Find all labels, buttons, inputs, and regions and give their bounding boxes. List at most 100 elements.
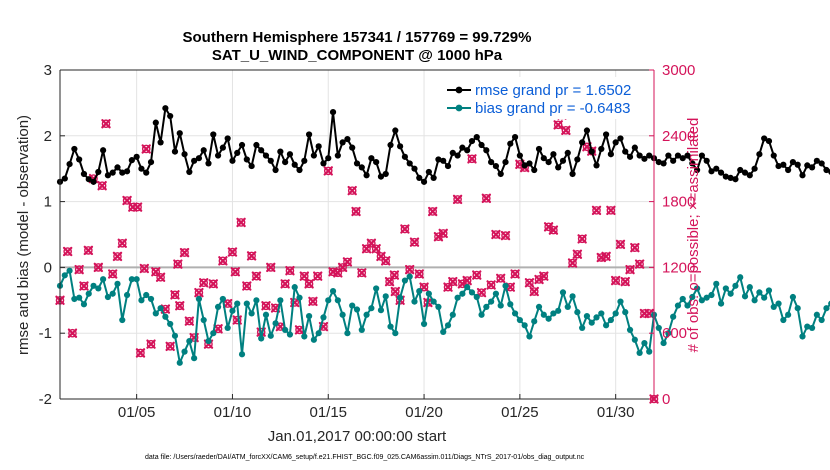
obs-possible-marker [68,328,77,338]
obs-point [107,269,118,279]
obs-point [591,205,602,216]
obs-possible-marker [482,194,491,203]
obs-possible-marker [308,297,318,306]
bias-point [76,294,83,301]
obs-assimilated-marker [452,194,463,205]
obs-possible-marker [180,248,189,257]
bias-point [631,336,638,343]
obs-possible-marker [390,270,399,280]
rmse-point [761,135,768,142]
bias-point [689,293,696,301]
rmse-point [622,148,629,155]
rmse-point [286,151,294,158]
obs-assimilated-marker [347,185,357,196]
obs-assimilated-marker [390,286,401,297]
obs-assimilated-marker [246,251,257,261]
obs-assimilated-marker [467,154,477,164]
obs-assimilated-marker [384,276,395,287]
obs-point [179,247,190,258]
obs-assimilated-marker [213,324,223,334]
bias-point [329,287,337,295]
obs-point [634,259,645,269]
rmse-point [708,168,715,175]
chart-title-line2: SAT_U_WIND_COMPONENT @ 1000 hPa [212,47,503,64]
bias-point [516,316,523,324]
obs-point [135,348,146,358]
bias-point [286,331,294,338]
bias-point [535,303,543,310]
rmse-point [593,162,600,169]
rmse-point [66,160,73,168]
obs-possible-marker [553,120,563,130]
obs-possible-marker [113,252,122,261]
obs-point [448,276,458,287]
obs-point [139,263,150,274]
bias-point [598,310,605,317]
obs-point [561,125,571,136]
obs-possible-marker [247,251,256,261]
rmse-point [344,135,351,143]
obs-possible-marker [501,231,510,240]
bias-point [737,274,744,281]
bias-point [708,291,715,299]
bias-point [138,297,145,304]
bias-point [229,307,236,314]
x-tick-label: 01/30 [597,404,635,421]
obs-point [67,328,78,338]
bias-point [363,311,370,318]
obs-possible-marker [151,267,161,277]
bias-point [310,336,317,343]
obs-assimilated-marker [74,264,84,275]
obs-possible-marker [175,301,185,311]
obs-point [93,262,104,273]
bias-point [775,300,782,307]
rmse-point [133,153,140,160]
rmse-point [626,153,634,160]
rmse-point [617,135,624,142]
footnote: data file: /Users/raeder/DAI/ATM_forcXX/… [145,454,585,461]
obs-assimilated-marker [112,251,123,262]
rmse-point [425,168,432,176]
rmse-point [722,173,729,180]
bias-point [626,326,634,334]
obs-point [62,246,73,257]
obs-possible-marker [304,279,314,289]
obs-possible-marker [635,259,644,269]
obs-point [299,271,310,281]
obs-assimilated-marker [500,230,511,241]
obs-point [74,264,84,275]
rmse-point [660,160,667,167]
bias-point [497,302,504,309]
obs-point [438,228,448,239]
rmse-point [392,127,399,134]
rmse-point [435,156,442,163]
obs-assimilated-marker [610,275,621,286]
obs-assimilated-marker [242,281,252,291]
obs-assimilated-marker [323,166,333,176]
bias-point [670,313,677,320]
bias-point [334,297,341,304]
bias-point [665,330,672,337]
rmse-point [559,157,567,164]
obs-possible-marker [280,279,290,289]
rmse-point [794,161,801,168]
obs-point [230,267,241,277]
bias-point [401,277,409,284]
obs-point [175,301,185,311]
bias-point [698,297,706,304]
obs-assimilated-marker [236,217,246,228]
x-tick-label: 01/10 [214,404,252,421]
obs-assimilated-marker [230,267,241,277]
obs-assimilated-marker [476,287,487,298]
bias-point [646,348,653,355]
obs-possible-marker [232,315,242,325]
bias-point [751,297,758,304]
bias-point [411,298,418,305]
obs-point [567,258,578,268]
obs-point [333,268,343,278]
obs-point [371,244,381,254]
x-tick-labels: 01/05 01/10 01/15 01/20 01/25 01/30 [118,404,635,421]
rmse-point [104,172,112,179]
rmse-point [785,166,792,174]
rmse-point [545,159,552,166]
